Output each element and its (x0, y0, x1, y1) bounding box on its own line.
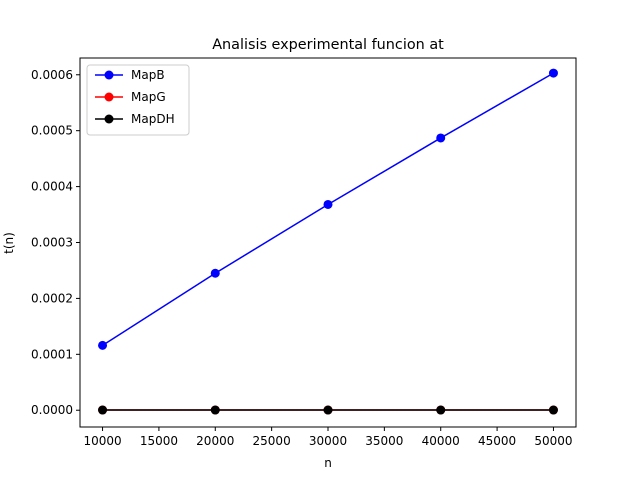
legend-label-mapg: MapG (131, 90, 166, 104)
data-point-mapdh (98, 405, 108, 415)
legend-marker-mapdh (104, 114, 114, 124)
y-tick-label: 0.0002 (31, 291, 73, 305)
data-point-mapdh (436, 405, 446, 415)
y-tick-label: 0.0003 (31, 236, 73, 250)
data-point-mapb (436, 133, 446, 143)
data-point-mapdh (210, 405, 220, 415)
legend-marker-mapg (104, 92, 114, 102)
x-tick-label: 45000 (478, 434, 516, 448)
data-point-mapb (323, 199, 333, 209)
y-tick-label: 0.0006 (31, 68, 73, 82)
data-point-mapb (210, 268, 220, 278)
legend-label-mapb: MapB (131, 68, 165, 82)
x-tick-label: 30000 (309, 434, 347, 448)
x-tick-label: 15000 (140, 434, 178, 448)
y-tick-label: 0.0004 (31, 180, 73, 194)
x-tick-label: 20000 (196, 434, 234, 448)
data-point-mapb (548, 68, 558, 78)
chart-title: Analisis experimental funcion at (212, 37, 444, 53)
y-tick-label: 0.0000 (31, 403, 73, 417)
y-tick-label: 0.0001 (31, 347, 73, 361)
legend-label-mapdh: MapDH (131, 112, 175, 126)
data-point-mapdh (323, 405, 333, 415)
y-axis-label: t(n) (2, 232, 16, 254)
x-tick-label: 40000 (422, 434, 460, 448)
plot-area: 10000 15000 20000 25000 30000 35000 40000 45000… (31, 57, 577, 448)
series-mapdh (98, 405, 558, 415)
x-axis-label: n (324, 456, 332, 470)
x-tick-label: 10000 (83, 434, 121, 448)
data-point-mapdh (548, 405, 558, 415)
legend: MapB MapG MapDH (86, 64, 190, 136)
x-tick-label: 25000 (253, 434, 291, 448)
y-tick-label: 0.0005 (31, 124, 73, 138)
series-mapb (98, 68, 558, 350)
legend-marker-mapb (104, 70, 114, 80)
data-point-mapb (98, 340, 108, 350)
x-tick-label: 50000 (534, 434, 572, 448)
x-tick-label: 35000 (365, 434, 403, 448)
